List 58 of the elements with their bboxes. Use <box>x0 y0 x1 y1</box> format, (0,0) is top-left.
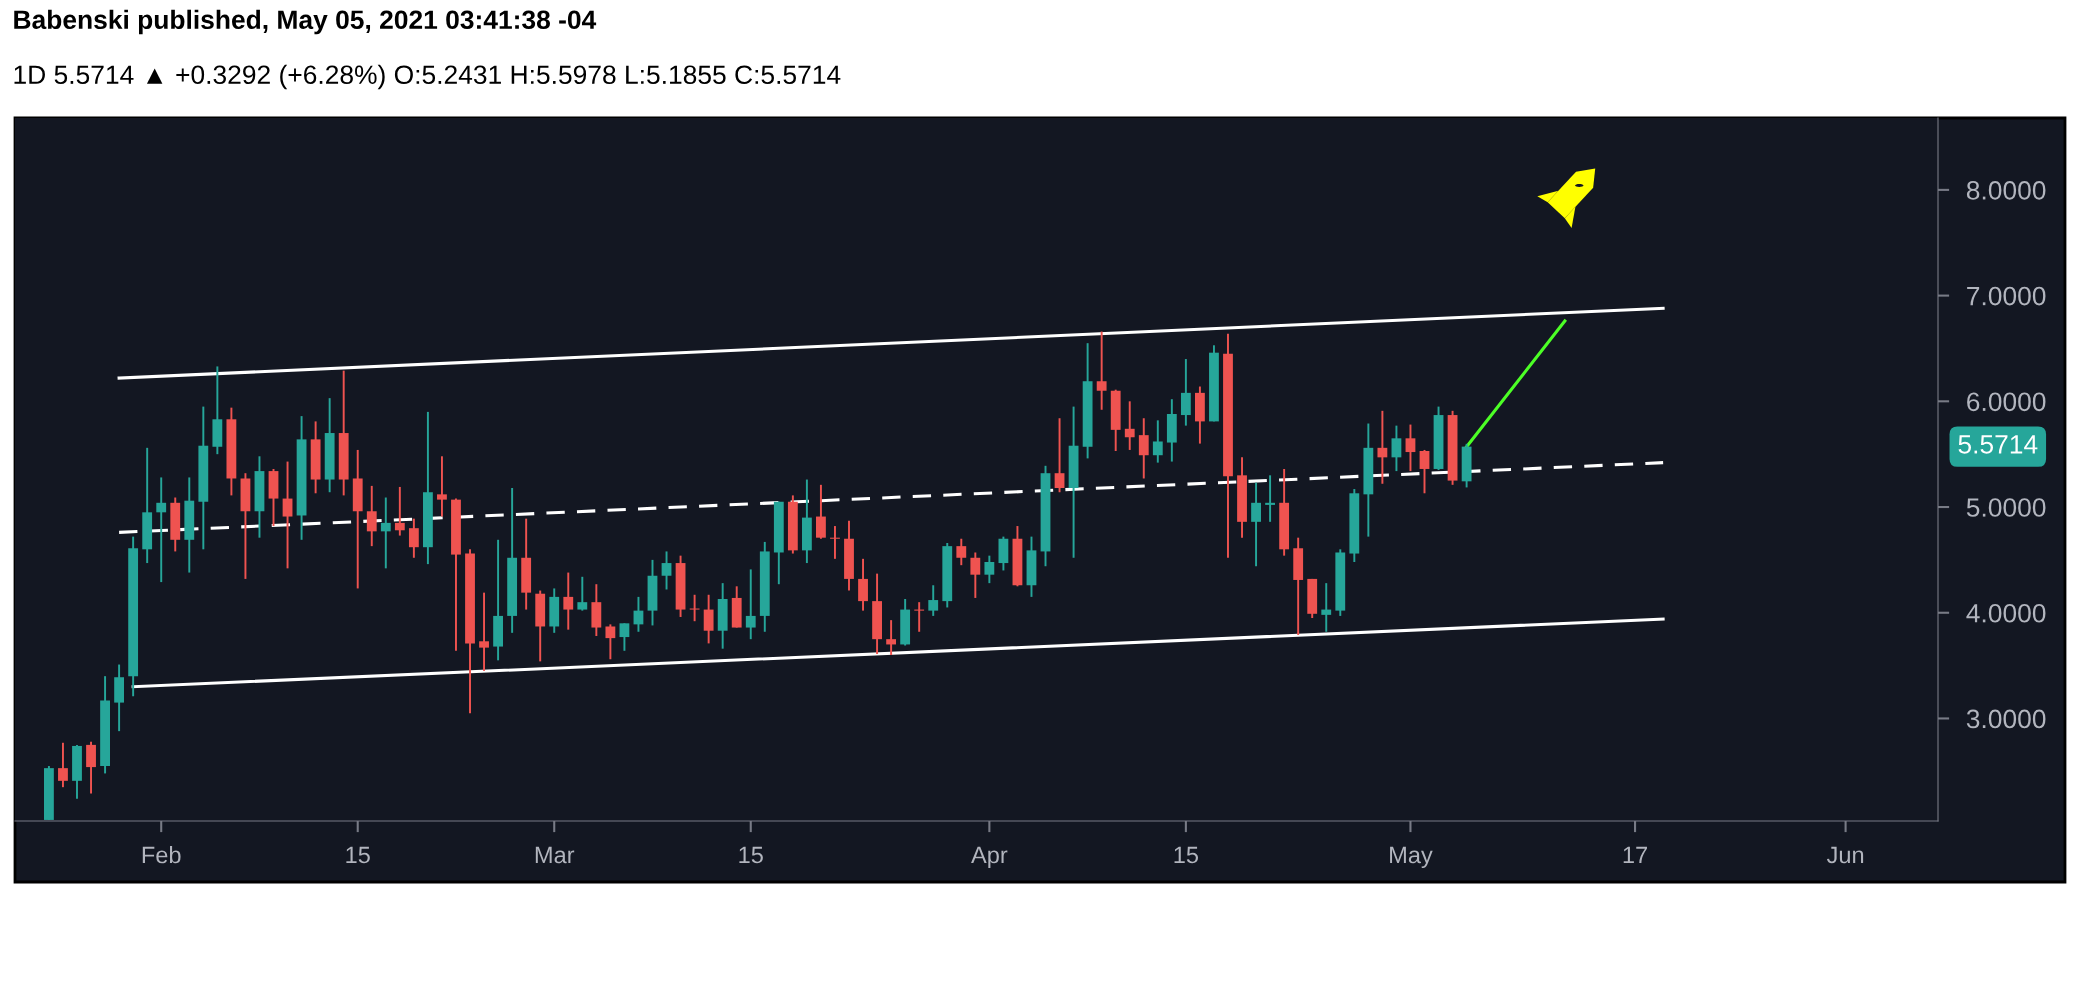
candlestick <box>1152 419 1163 464</box>
candlestick <box>830 525 840 560</box>
x-tick-label: 15 <box>346 846 370 864</box>
candlestick <box>1265 474 1276 523</box>
candlestick <box>437 455 447 518</box>
text: 5.5714 <box>1958 435 2038 454</box>
candlestick <box>858 557 868 612</box>
candlestick <box>619 622 630 652</box>
candlestick <box>1377 409 1388 485</box>
candlestick <box>928 584 939 617</box>
y-tick-label: 4.0000 <box>1966 603 2046 623</box>
x-tick-label: 15 <box>1174 846 1199 864</box>
x-tick-label: May <box>1390 846 1433 869</box>
candlestick <box>1096 330 1107 411</box>
candlestick <box>1405 423 1416 473</box>
y-tick-label: 7.0000 <box>1967 286 2046 306</box>
candlestick <box>380 496 391 570</box>
candlestick <box>1180 358 1191 427</box>
candlestick <box>886 619 897 656</box>
y-tick-label: 5.0000 <box>1966 498 2046 517</box>
x-tick-label: Mar <box>535 846 575 864</box>
candlestick <box>914 601 925 633</box>
candlestick <box>661 550 672 591</box>
candlestick <box>703 593 714 645</box>
candlestick <box>689 593 700 623</box>
candlestick <box>745 568 756 641</box>
candlestick <box>479 591 489 672</box>
y-tick-label: 6.0000 <box>1967 392 2046 412</box>
x-tick-label: 15 <box>739 846 763 864</box>
candlestick <box>1419 448 1430 495</box>
candlestick <box>1251 481 1261 568</box>
candlestick <box>1124 400 1135 451</box>
x-tick-label: 17 <box>1623 846 1647 864</box>
y-tick-label: 8.0000 <box>1966 181 2046 200</box>
x-tick-label: Apr <box>971 846 1008 869</box>
candlestick <box>816 483 826 540</box>
candlestick <box>563 571 574 631</box>
candlestick <box>984 554 995 585</box>
candlestick <box>605 623 616 661</box>
candlestick <box>366 484 377 548</box>
chart-title: Babenski published, May 05, 2021 03:41:38 -04 <box>14 9 597 35</box>
candlestick <box>956 537 967 567</box>
candlestick <box>1054 417 1065 494</box>
chart-subtitle: 1D 5.5714 ▲ +0.3292 (+6.28%) O:5.2431 H:5.5978 L:5.1855 C:5.5714 <box>14 64 841 90</box>
candlestick <box>970 551 981 599</box>
candlestick <box>58 741 68 789</box>
x-tick-label: Jun <box>1826 846 1864 864</box>
candlestick <box>1391 424 1402 473</box>
candlestick <box>1138 417 1149 480</box>
candlestick <box>156 476 167 584</box>
candlestick <box>1321 582 1332 633</box>
candlestick <box>394 485 405 537</box>
candlestick <box>577 575 588 612</box>
candlestick <box>282 460 293 570</box>
candlestick <box>408 517 419 559</box>
y-tick-label: 3.0000 <box>1966 709 2046 729</box>
candlestick <box>86 740 96 795</box>
x-tick-label: Feb <box>142 846 181 864</box>
